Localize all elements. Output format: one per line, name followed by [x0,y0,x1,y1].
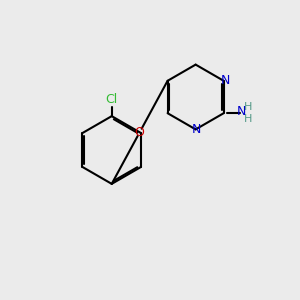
Text: N: N [237,105,246,118]
Text: H: H [244,102,252,112]
Text: H: H [244,114,252,124]
Text: Cl: Cl [106,93,118,106]
Text: O: O [135,126,145,139]
Text: N: N [191,123,201,136]
Text: N: N [220,74,230,87]
